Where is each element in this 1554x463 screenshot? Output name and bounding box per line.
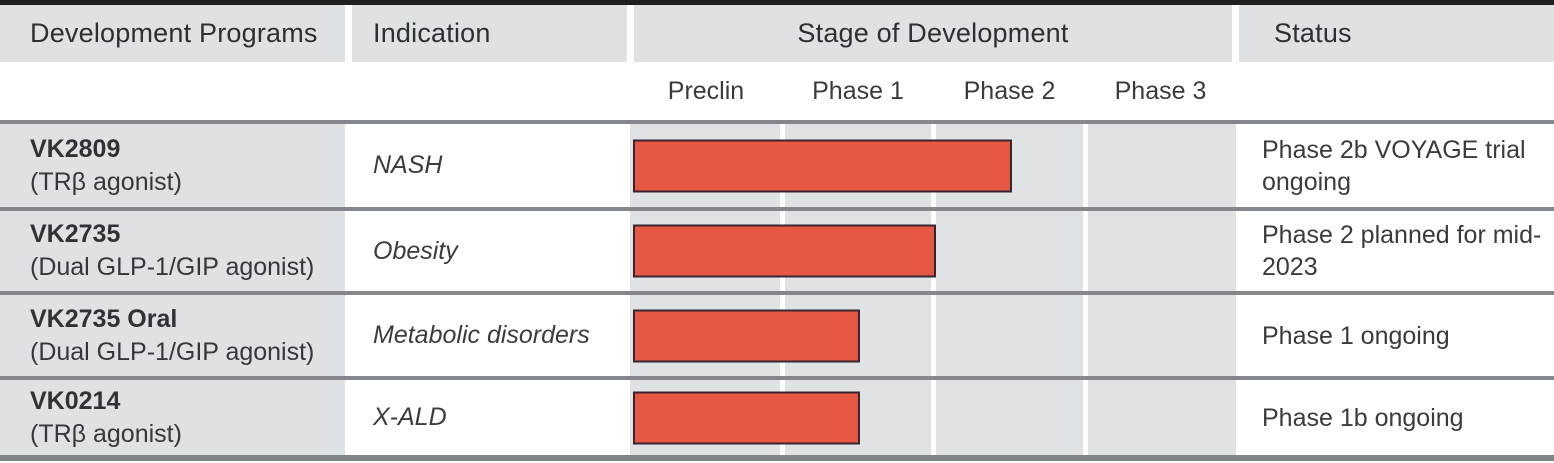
program-name: VK0214 [30, 386, 121, 415]
row-divider [0, 120, 1554, 124]
table-row-vk2735: VK2735 (Dual GLP-1/GIP agonist) Obesity … [0, 211, 1554, 291]
phase-label-phase2: Phase 2 [963, 76, 1056, 105]
stage-column-separator [931, 380, 936, 455]
header-status: Status [1239, 5, 1554, 62]
program-detail: (TRβ agonist) [30, 419, 182, 448]
phase-label-phase1: Phase 1 [812, 76, 904, 105]
phase-label-preclin: Preclin [667, 76, 745, 105]
table-row-vk2735-oral: VK2735 Oral (Dual GLP-1/GIP agonist) Met… [0, 295, 1554, 376]
stage-column-separator [931, 295, 936, 376]
stage-progress-bar [633, 391, 861, 444]
status-cell: Phase 2b VOYAGE trial ongoing [1262, 135, 1526, 196]
program-name: VK2735 Oral [30, 304, 178, 333]
stage-column-separator [1083, 211, 1088, 291]
indication-cell: Obesity [373, 236, 458, 265]
stage-progress-bar [633, 309, 861, 362]
indication-cell: Metabolic disorders [373, 321, 590, 349]
header-indication: Indication [352, 5, 627, 62]
row-divider [0, 376, 1554, 380]
program-name: VK2735 [30, 220, 121, 248]
top-border-rule [0, 0, 1554, 5]
stage-progress-bar [633, 224, 936, 278]
header-status-label: Status [1274, 18, 1352, 48]
status-cell: Phase 1b ongoing [1262, 403, 1464, 432]
program-name: VK2809 [30, 134, 121, 163]
program-detail: (Dual GLP-1/GIP agonist) [30, 337, 315, 366]
program-cell: VK2735 Oral (Dual GLP-1/GIP agonist) [0, 295, 345, 376]
header-development-programs-label: Development Programs [30, 18, 318, 48]
stage-column-separator [1083, 124, 1088, 207]
program-detail: (Dual GLP-1/GIP agonist) [30, 253, 315, 281]
program-cell: VK2735 (Dual GLP-1/GIP agonist) [0, 211, 345, 291]
status-cell: Phase 1 ongoing [1262, 321, 1450, 350]
header-development-programs: Development Programs [0, 5, 345, 62]
row-divider [0, 207, 1554, 211]
row-divider [0, 291, 1554, 295]
table-row-vk0214: VK0214 (TRβ agonist) X-ALD Phase 1b ongo… [0, 380, 1554, 455]
program-cell: VK0214 (TRβ agonist) [0, 380, 345, 455]
status-cell: Phase 2 planned for mid-2023 [1262, 221, 1542, 281]
indication-cell: NASH [373, 151, 443, 179]
table-row-vk2809: VK2809 (TRβ agonist) NASH Phase 2b VOYAG… [0, 124, 1554, 207]
program-cell: VK2809 (TRβ agonist) [0, 124, 345, 207]
header-stage-of-development: Stage of Development [634, 5, 1232, 62]
program-detail: (TRβ agonist) [30, 167, 182, 196]
indication-cell: X-ALD [373, 403, 447, 431]
stage-column-separator [1083, 295, 1088, 376]
bottom-border-rule [0, 455, 1554, 461]
phase-label-phase3: Phase 3 [1114, 76, 1207, 105]
header-indication-label: Indication [373, 18, 491, 48]
header-stage-of-development-label: Stage of Development [797, 18, 1069, 48]
stage-progress-bar [633, 139, 1012, 192]
stage-column-separator [1083, 380, 1088, 455]
